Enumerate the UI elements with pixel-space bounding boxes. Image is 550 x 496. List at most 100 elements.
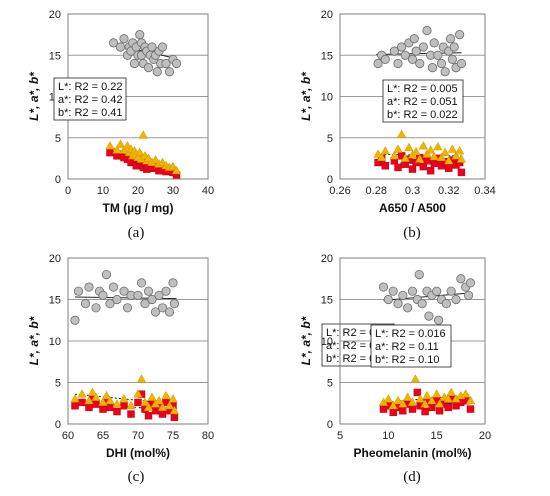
- data-point-square: [120, 402, 128, 410]
- data-point-triangle: [447, 144, 458, 153]
- data-point-triangle: [446, 387, 456, 396]
- data-point-square: [394, 163, 402, 172]
- data-point-triangle: [429, 151, 439, 161]
- y-axis-label: L*, a*, b*: [299, 71, 313, 121]
- y-tick-label: 10: [321, 336, 333, 348]
- legend-entry: a*: R2 = 0.42: [58, 94, 123, 106]
- data-point-triangle: [105, 395, 115, 405]
- data-point-triangle: [98, 397, 108, 406]
- data-point-square: [106, 148, 114, 157]
- data-point-square: [444, 403, 452, 412]
- data-point-circle: [411, 46, 421, 56]
- data-point-circle: [427, 63, 438, 73]
- y-tick-label: 20: [321, 9, 333, 21]
- data-point-circle: [446, 286, 456, 296]
- data-point-square: [426, 167, 435, 175]
- data-point-circle: [433, 315, 444, 325]
- data-point-triangle: [400, 153, 410, 162]
- y-tick-label: 15: [49, 50, 61, 62]
- y-tick-label: 20: [49, 253, 61, 265]
- data-point-circle: [143, 286, 154, 296]
- data-point-triangle: [138, 130, 148, 139]
- data-point-triangle: [143, 153, 154, 162]
- x-tick-label: 0.28: [366, 185, 387, 197]
- data-point-triangle: [396, 129, 407, 138]
- data-point-triangle: [164, 400, 175, 410]
- x-tick-label: 20: [479, 430, 491, 442]
- x-tick-label: 5: [337, 430, 343, 442]
- data-point-triangle: [161, 390, 171, 400]
- data-point-circle: [393, 299, 403, 309]
- data-point-triangle: [415, 394, 425, 403]
- data-point-circle: [383, 294, 393, 305]
- plot-frame: [339, 257, 486, 425]
- y-tick-label: 10: [49, 336, 61, 348]
- data-point-circle: [157, 42, 168, 52]
- data-point-circle: [169, 299, 179, 309]
- data-point-circle: [465, 278, 476, 288]
- data-point-triangle: [403, 392, 413, 401]
- y-tick-label: 5: [327, 378, 333, 390]
- data-point-triangle: [70, 394, 80, 403]
- data-point-triangle: [87, 387, 98, 396]
- x-tick-label: 15: [431, 430, 443, 442]
- data-point-triangle: [168, 161, 178, 171]
- panel-caption: (a): [128, 225, 145, 241]
- data-point-triangle: [404, 142, 414, 152]
- y-axis-label: L*, a*, b*: [299, 315, 313, 365]
- y-tick-label: 10: [321, 92, 333, 104]
- y-tick-label: 5: [55, 378, 61, 390]
- x-tick-label: 0.34: [474, 185, 495, 197]
- data-point-triangle: [133, 389, 143, 398]
- data-point-circle: [407, 286, 418, 296]
- data-point-square: [421, 407, 429, 416]
- data-point-circle: [378, 282, 389, 292]
- data-point-triangle: [422, 390, 432, 400]
- data-point-square: [408, 405, 417, 413]
- data-point-circle: [417, 299, 427, 309]
- data-point-triangle: [451, 150, 461, 160]
- x-tick-label: 80: [202, 430, 214, 442]
- y-tick-label: 0: [327, 174, 333, 186]
- y-tick-label: 15: [49, 295, 61, 307]
- data-point-circle: [150, 307, 161, 317]
- data-point-triangle: [112, 399, 122, 408]
- plot-frame: [67, 257, 209, 425]
- plot-frame: [339, 13, 486, 180]
- data-point-circle: [161, 58, 171, 69]
- data-point-square: [144, 412, 153, 420]
- y-tick-label: 0: [55, 174, 61, 186]
- data-point-circle: [105, 299, 115, 309]
- data-point-triangle: [150, 155, 161, 164]
- data-point-triangle: [84, 395, 94, 405]
- data-point-circle: [135, 30, 145, 40]
- legend-entry: b*: R2 = 0.10: [375, 354, 440, 366]
- legend-entry: a*: R2 = 0.11: [375, 341, 439, 353]
- legend-box: [382, 79, 464, 123]
- data-point-triangle: [393, 144, 403, 153]
- data-point-triangle: [454, 146, 465, 155]
- data-point-triangle: [443, 394, 453, 403]
- y-axis-label: L*, a*, b*: [27, 315, 41, 365]
- x-axis-label: DHI (mol%): [106, 446, 170, 460]
- data-point-circle: [147, 42, 157, 52]
- data-point-circle: [422, 25, 432, 36]
- data-point-circle: [70, 315, 80, 325]
- data-point-triangle: [440, 147, 450, 157]
- data-point-square: [466, 405, 475, 413]
- data-point-circle: [397, 42, 407, 52]
- data-point-triangle: [105, 141, 115, 150]
- x-axis-label: A650 / A500: [379, 201, 446, 215]
- data-point-triangle: [91, 392, 101, 401]
- data-point-circle: [133, 290, 143, 300]
- legend-box: [53, 77, 127, 121]
- legend-entry: L*: R2 = 0.22: [58, 81, 123, 93]
- legend-entry: a*: R2 = 0.051: [387, 96, 458, 108]
- y-tick-label: 15: [321, 50, 333, 62]
- data-point-circle: [441, 299, 451, 309]
- data-point-circle: [463, 290, 474, 300]
- x-tick-label: 0.3: [405, 185, 420, 197]
- data-point-triangle: [140, 397, 150, 406]
- data-point-triangle: [112, 145, 122, 154]
